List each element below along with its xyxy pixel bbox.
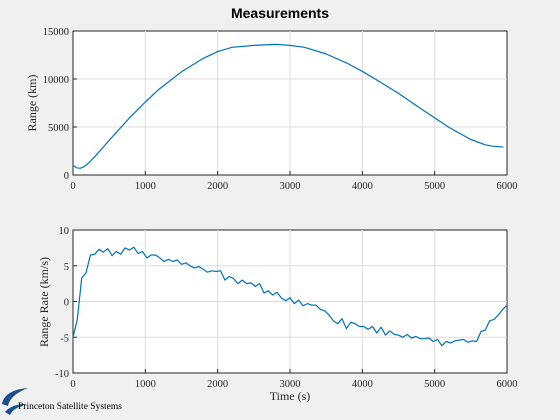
logo-text: Princeton Satellite Systems <box>18 402 122 412</box>
range-rate-ytick-label: 0 <box>64 298 69 309</box>
range-rate-plot: 0 1000 2000 3000 4000 5000 6000 -10 -5 0 5 10 Range… <box>37 226 518 403</box>
range-xtick-label: 0 <box>70 181 75 192</box>
range-xtick-label: 4000 <box>352 181 373 192</box>
range-rate-xtick-label: 6000 <box>497 379 518 390</box>
range-rate-ytick-label: -10 <box>55 369 69 380</box>
logo-swoosh-small-icon <box>5 404 26 415</box>
range-rate-xtick-label: 3000 <box>280 379 301 390</box>
range-plot: 0 1000 2000 3000 4000 5000 6000 0 5000 10000 15000… <box>25 27 518 192</box>
range-rate-xtick-label: 4000 <box>352 379 373 390</box>
range-xtick-label: 6000 <box>497 181 518 192</box>
range-ytick-label: 5000 <box>48 123 69 134</box>
company-logo: Princeton Satellite Systems <box>2 388 122 415</box>
range-ytick-label: 15000 <box>43 27 69 38</box>
figure-title: Measurements <box>231 5 329 21</box>
range-rate-xtick-label: 0 <box>70 379 75 390</box>
range-rate-plot-xlabel: Time (s) <box>270 389 311 403</box>
range-plot-grid <box>73 31 507 175</box>
range-rate-ytick-label: -5 <box>60 333 69 344</box>
range-ytick-label: 0 <box>64 171 69 182</box>
range-rate-series-line <box>72 246 507 347</box>
range-plot-ticks: 0 1000 2000 3000 4000 5000 6000 0 5000 10000 15000 <box>43 27 518 192</box>
range-rate-ytick-label: 5 <box>64 262 69 273</box>
logo-swoosh-icon <box>2 388 28 406</box>
range-xtick-label: 5000 <box>424 181 445 192</box>
range-rate-xtick-label: 1000 <box>135 379 156 390</box>
range-rate-plot-ylabel: Range Rate (km/s) <box>37 257 51 347</box>
range-rate-plot-ticks: 0 1000 2000 3000 4000 5000 6000 -10 -5 0 5 10 <box>55 226 518 390</box>
range-rate-plot-grid <box>73 230 507 373</box>
range-rate-ytick-label: 10 <box>59 226 70 237</box>
range-ytick-label: 10000 <box>43 75 69 86</box>
range-rate-xtick-label: 5000 <box>424 379 445 390</box>
range-xtick-label: 1000 <box>135 181 156 192</box>
range-series-line <box>72 43 504 169</box>
range-plot-ylabel: Range (km) <box>25 75 39 132</box>
range-rate-xtick-label: 2000 <box>207 379 228 390</box>
range-xtick-label: 2000 <box>207 181 228 192</box>
range-xtick-label: 3000 <box>280 181 301 192</box>
